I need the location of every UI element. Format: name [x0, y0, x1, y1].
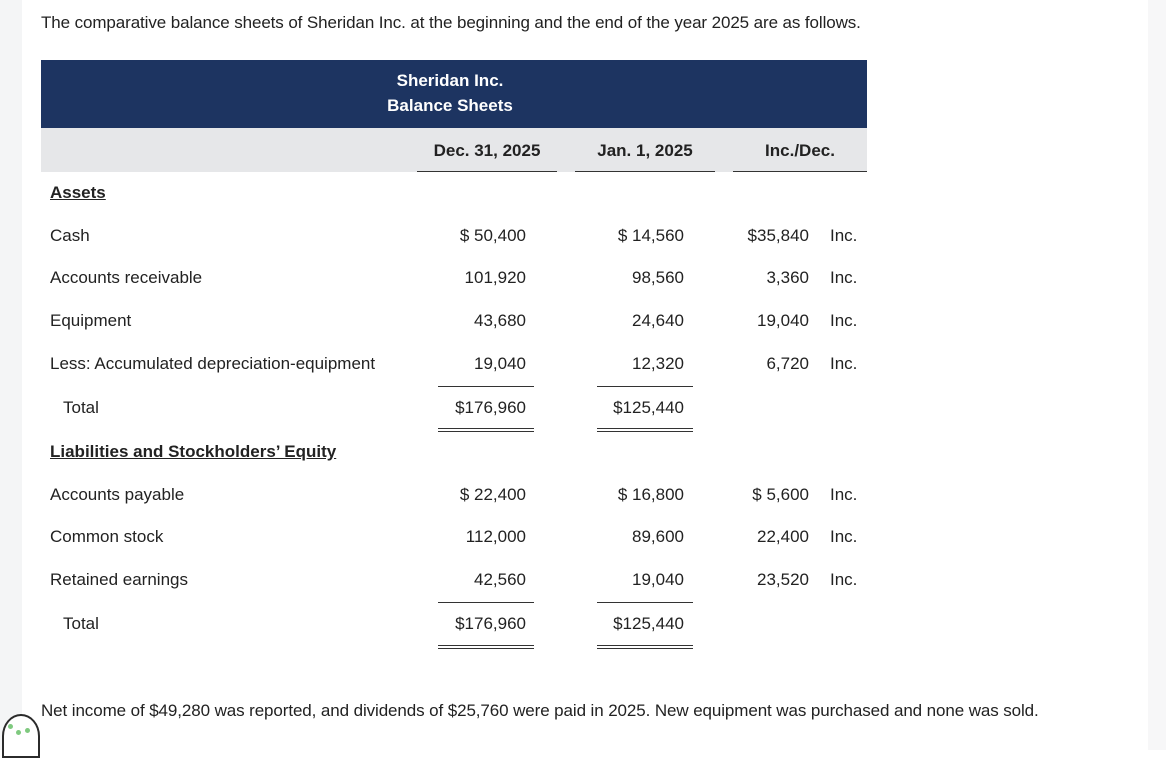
row-label: Accounts receivable [50, 268, 203, 287]
dec-value: $ 22,400 [459, 485, 526, 504]
assets-heading: Assets [50, 183, 106, 202]
assets-total-label: Total [63, 398, 99, 417]
change-direction: Inc. [830, 354, 858, 373]
statement-title: Balance Sheets [387, 96, 513, 115]
column-header-dec: Dec. 31, 2025 [433, 141, 541, 160]
jan-value: 24,640 [632, 311, 684, 330]
dec-value: 112,000 [465, 527, 526, 546]
jan-value: $ 16,800 [617, 485, 684, 504]
jan-value: 12,320 [632, 354, 684, 373]
company-name: Sheridan Inc. [396, 71, 504, 90]
dec-value: 43,680 [474, 311, 526, 330]
liabilities-total-dec: $176,960 [455, 614, 526, 633]
column-header-band [41, 128, 867, 172]
column-header-jan: Jan. 1, 2025 [597, 141, 693, 160]
assets-total-jan: $125,440 [613, 398, 684, 417]
right-margin-strip [1148, 0, 1166, 750]
assistant-bubble-icon[interactable] [2, 714, 40, 758]
dec-value: 101,920 [464, 268, 526, 287]
change-value: $ 5,600 [752, 485, 809, 504]
change-value: 23,520 [757, 570, 809, 589]
assets-total-dec: $176,960 [455, 398, 526, 417]
intro-text: The comparative balance sheets of Sherid… [41, 13, 861, 32]
change-value: 19,040 [757, 311, 809, 330]
column-header-change: Inc./Dec. [765, 141, 835, 160]
jan-value: 19,040 [632, 570, 684, 589]
jan-value: 98,560 [632, 268, 684, 287]
subtotal-underline [438, 386, 534, 387]
liabilities-total-label: Total [63, 614, 99, 633]
change-value: $35,840 [747, 226, 809, 245]
row-label: Accounts payable [50, 485, 185, 504]
change-direction: Inc. [830, 570, 858, 589]
jan-value: 89,600 [632, 527, 684, 546]
column-header-underline [417, 171, 557, 172]
change-value: 3,360 [766, 268, 809, 287]
balance-sheet-header: Sheridan Inc. Balance Sheets [41, 60, 867, 128]
total-double-underline [438, 645, 534, 649]
change-value: 6,720 [766, 354, 809, 373]
subtotal-underline [438, 602, 534, 603]
dec-value: 19,040 [474, 354, 526, 373]
change-value: 22,400 [757, 527, 809, 546]
column-header-underline [733, 171, 867, 172]
subtotal-underline [597, 386, 693, 387]
change-direction: Inc. [830, 226, 858, 245]
dec-value: 42,560 [474, 570, 526, 589]
subtotal-underline [597, 602, 693, 603]
row-label: Equipment [50, 311, 132, 330]
liabilities-total-jan: $125,440 [613, 614, 684, 633]
dec-value: $ 50,400 [459, 226, 526, 245]
row-label: Less: Accumulated depreciation-equipment [50, 354, 376, 373]
total-double-underline [438, 428, 534, 432]
column-header-underline [575, 171, 715, 172]
jan-value: $ 14,560 [617, 226, 684, 245]
footer-text: Net income of $49,280 was reported, and … [41, 701, 1039, 720]
row-label: Cash [50, 226, 90, 245]
left-margin-strip [0, 0, 22, 750]
total-double-underline [597, 645, 693, 649]
change-direction: Inc. [830, 527, 858, 546]
row-label: Retained earnings [50, 570, 188, 589]
change-direction: Inc. [830, 311, 858, 330]
change-direction: Inc. [830, 268, 858, 287]
total-double-underline [597, 428, 693, 432]
liabilities-heading: Liabilities and Stockholders’ Equity [50, 442, 337, 461]
change-direction: Inc. [830, 485, 858, 504]
row-label: Common stock [50, 527, 164, 546]
